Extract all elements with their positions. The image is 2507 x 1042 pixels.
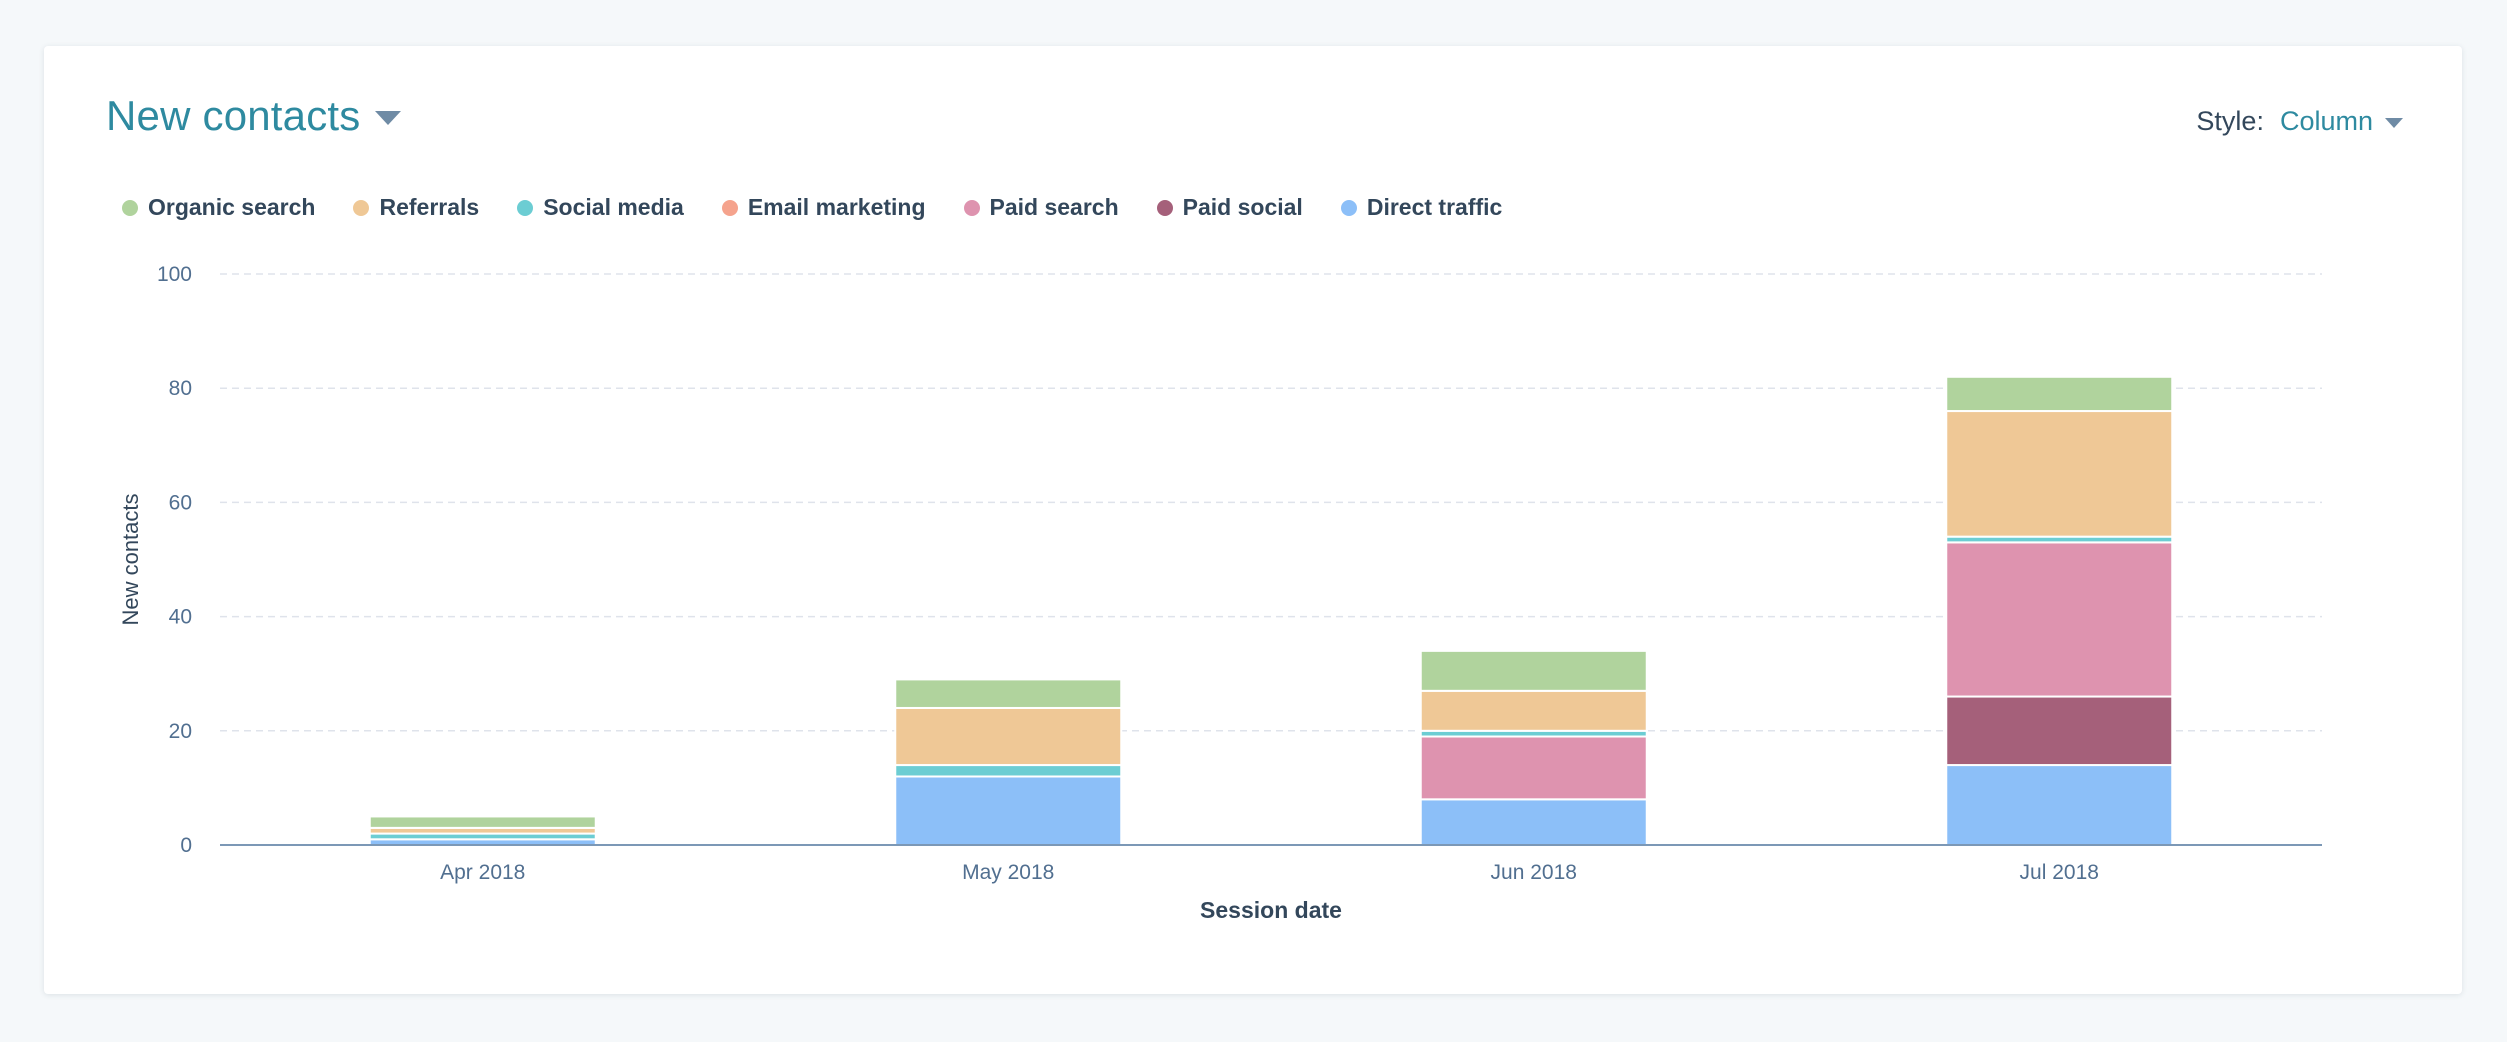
legend-item[interactable]: Email marketing	[721, 194, 926, 221]
legend-dot-icon	[122, 199, 138, 216]
y-tick-label: 80	[169, 377, 192, 400]
bar-segment	[894, 764, 1123, 778]
legend-label: Email marketing	[747, 194, 926, 220]
legend-dot-icon	[721, 199, 738, 216]
bar-segment	[1945, 695, 2174, 767]
legend-label: Referrals	[379, 194, 480, 220]
chevron-down-icon	[2385, 118, 2403, 128]
legend-item[interactable]: Paid social	[1156, 194, 1303, 221]
y-tick-label: 40	[169, 606, 192, 629]
bar-segment	[1945, 375, 2174, 413]
x-tick-label: Jun 2018	[1491, 861, 1577, 884]
bar-segment	[1419, 798, 1648, 847]
x-tick-label: Apr 2018	[440, 861, 525, 884]
bar-segment	[1945, 541, 2174, 698]
bar-segment	[894, 678, 1123, 709]
y-tick-label: 20	[169, 720, 192, 743]
x-tick-label: Jul 2018	[2020, 861, 2099, 884]
y-tick-label: 100	[157, 263, 192, 286]
legend-label: Organic search	[148, 194, 316, 220]
x-axis-title: Session date	[1200, 897, 1342, 923]
style-label: Style:	[2196, 106, 2264, 136]
bar-segment	[1419, 689, 1648, 732]
page-title: New contacts	[106, 92, 361, 139]
legend-item[interactable]: Referrals	[353, 194, 479, 221]
style-selector: Style: Column	[2196, 106, 2403, 137]
legend-dot-icon	[1156, 199, 1173, 216]
legend-dot-icon	[1340, 199, 1357, 216]
bar-segment	[1419, 649, 1648, 692]
legend-item[interactable]: Organic search	[122, 194, 315, 221]
bar-segment	[1419, 735, 1648, 801]
legend-item[interactable]: Social media	[517, 194, 684, 221]
style-value: Column	[2279, 106, 2373, 136]
legend-item[interactable]: Direct traffic	[1340, 194, 1503, 221]
bar-segment	[894, 775, 1123, 846]
legend-item[interactable]: Paid search	[963, 194, 1119, 221]
bar-segment	[894, 706, 1123, 767]
chevron-down-icon	[374, 111, 401, 125]
y-tick-label: 60	[169, 491, 192, 514]
legend-dot-icon	[353, 199, 370, 216]
bar-segment	[1945, 764, 2174, 846]
legend-dot-icon	[963, 199, 980, 216]
bar-segment	[368, 815, 597, 829]
legend-label: Paid social	[1182, 194, 1303, 220]
report-title-dropdown[interactable]: New contacts	[106, 92, 401, 140]
style-dropdown[interactable]: Column	[2280, 106, 2403, 137]
x-tick-label: May 2018	[962, 861, 1054, 884]
legend-label: Social media	[543, 194, 684, 220]
y-axis-title: New contacts	[118, 493, 143, 625]
bar-segment	[1945, 410, 2174, 538]
chart-legend: Organic search Referrals Social media Email…	[122, 194, 1540, 221]
legend-label: Paid search	[989, 194, 1119, 220]
legend-dot-icon	[517, 199, 534, 216]
legend-label: Direct traffic	[1366, 194, 1503, 220]
y-tick-label: 0	[180, 834, 192, 857]
